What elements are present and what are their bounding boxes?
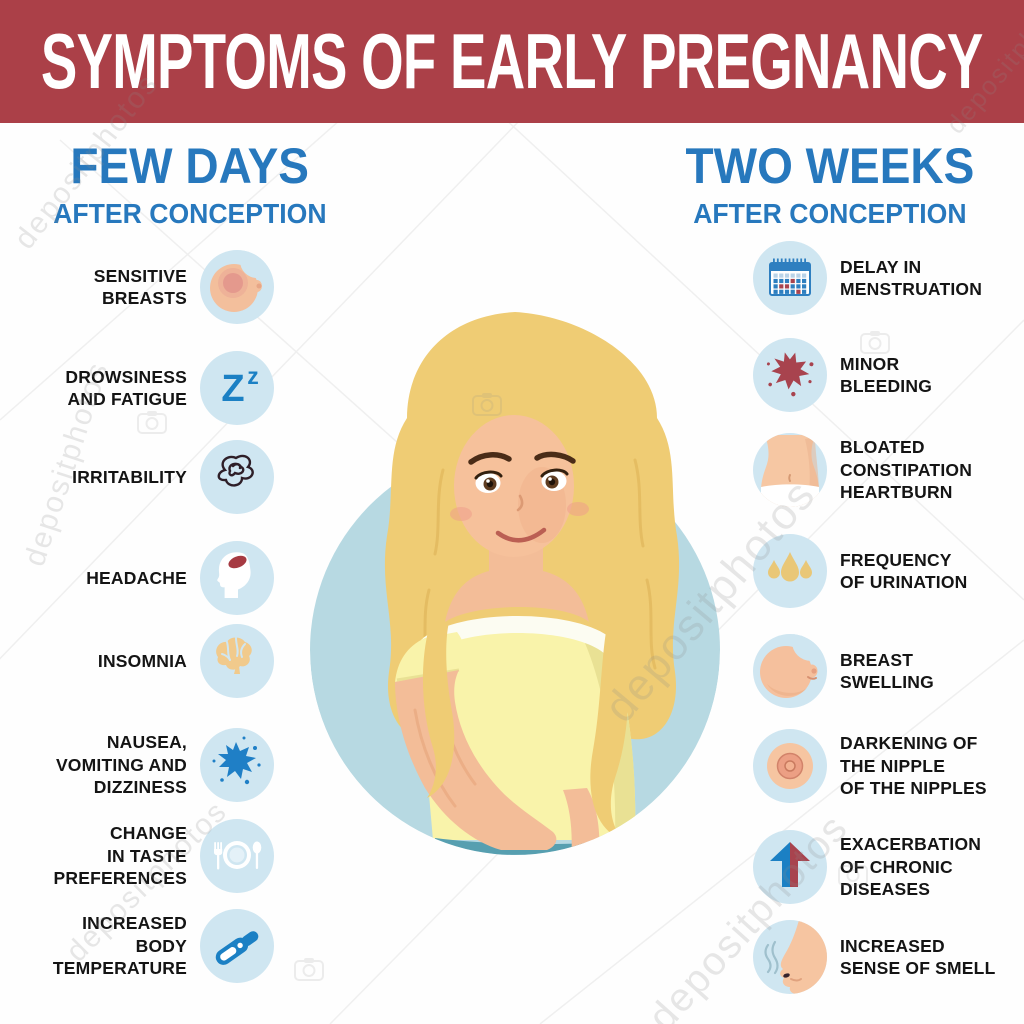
symptom-item: DARKENING OF THE NIPPLE OF THE NIPPLES <box>753 729 1024 803</box>
symptom-label: DROWSINESS AND FATIGUE <box>65 366 187 409</box>
symptom-label: NAUSEA, VOMITING AND DIZZINESS <box>55 732 187 798</box>
camera-icon <box>294 958 324 981</box>
blood-splat-icon <box>753 338 827 412</box>
right-subheading-text: AFTER CONCEPTION <box>693 198 967 229</box>
left-subheading-text: AFTER CONCEPTION <box>53 198 327 229</box>
symptom-item: INCREASED SENSE OF SMELL <box>753 920 1024 994</box>
symptom-item: SENSITIVE BREASTS <box>16 250 274 324</box>
right-heading-text: TWO WEEKS <box>685 138 975 194</box>
symptom-item: EXACERBATION OF CHRONIC DISEASES <box>753 830 1024 904</box>
symptom-item: MINOR BLEEDING <box>753 338 1024 412</box>
symptom-label: SENSITIVE BREASTS <box>93 265 187 308</box>
symptom-item: DELAY IN MENSTRUATION <box>753 241 1024 315</box>
arrow-up-icon <box>753 830 827 904</box>
urine-drops-icon <box>753 534 827 608</box>
symptom-label: INSOMNIA <box>97 650 187 671</box>
sleep-zz-icon: Z z <box>200 351 274 425</box>
brain-icon <box>200 624 274 698</box>
symptom-item: CHANGE IN TASTE PREFERENCES <box>16 819 274 893</box>
thermometer-icon <box>200 909 274 983</box>
symptom-label: DARKENING OF THE NIPPLE OF THE NIPPLES <box>840 733 987 799</box>
breast-icon <box>200 250 274 324</box>
symptom-label: CHANGE IN TASTE PREFERENCES <box>53 823 187 889</box>
center-illustration <box>295 290 735 860</box>
left-heading-text: FEW DAYS <box>70 138 310 194</box>
symptom-label: EXACERBATION OF CHRONIC DISEASES <box>840 834 982 900</box>
svg-text:z: z <box>247 363 259 389</box>
nausea-splat-icon <box>200 728 274 802</box>
symptom-item: IRRITABILITY <box>16 440 274 514</box>
symptom-item: FREQUENCY OF URINATION <box>753 534 1024 608</box>
symptom-label: HEADACHE <box>86 567 187 588</box>
symptom-label: FREQUENCY OF URINATION <box>840 549 968 592</box>
symptom-item: INSOMNIA <box>16 624 274 698</box>
header-band: SYMPTOMS OF EARLY PREGNANCY <box>0 0 1024 123</box>
symptom-item: BLOATED CONSTIPATION HEARTBURN <box>753 433 1024 507</box>
symptom-item: DROWSINESS AND FATIGUE Z z <box>16 351 274 425</box>
symptom-item: BREAST SWELLING <box>753 634 1024 708</box>
symptom-item: HEADACHE <box>16 541 274 615</box>
symptom-label: DELAY IN MENSTRUATION <box>840 256 983 299</box>
right-column-heading: TWO WEEKS AFTER CONCEPTION <box>656 140 1004 229</box>
plate-cutlery-icon <box>200 819 274 893</box>
symptom-label: IRRITABILITY <box>72 466 187 487</box>
belly-icon <box>753 433 827 507</box>
irritability-scribble-icon <box>200 440 274 514</box>
symptom-item: INCREASED BODY TEMPERATURE <box>16 909 274 983</box>
symptom-label: INCREASED SENSE OF SMELL <box>840 935 996 978</box>
svg-text:Z: Z <box>221 368 244 410</box>
breast-swelling-icon <box>753 634 827 708</box>
symptom-label: INCREASED BODY TEMPERATURE <box>52 913 187 979</box>
symptom-label: MINOR BLEEDING <box>840 353 933 396</box>
nose-smell-icon <box>753 920 827 994</box>
symptom-label: BLOATED CONSTIPATION HEARTBURN <box>840 437 973 503</box>
nipple-icon <box>753 729 827 803</box>
symptom-label: BREAST SWELLING <box>840 649 934 692</box>
calendar-icon <box>753 241 827 315</box>
headache-head-icon <box>200 541 274 615</box>
symptom-item: NAUSEA, VOMITING AND DIZZINESS <box>16 728 274 802</box>
poster-title: SYMPTOMS OF EARLY PREGNANCY <box>41 17 984 105</box>
woman-illustration <box>310 312 720 855</box>
left-column-heading: FEW DAYS AFTER CONCEPTION <box>16 140 364 229</box>
